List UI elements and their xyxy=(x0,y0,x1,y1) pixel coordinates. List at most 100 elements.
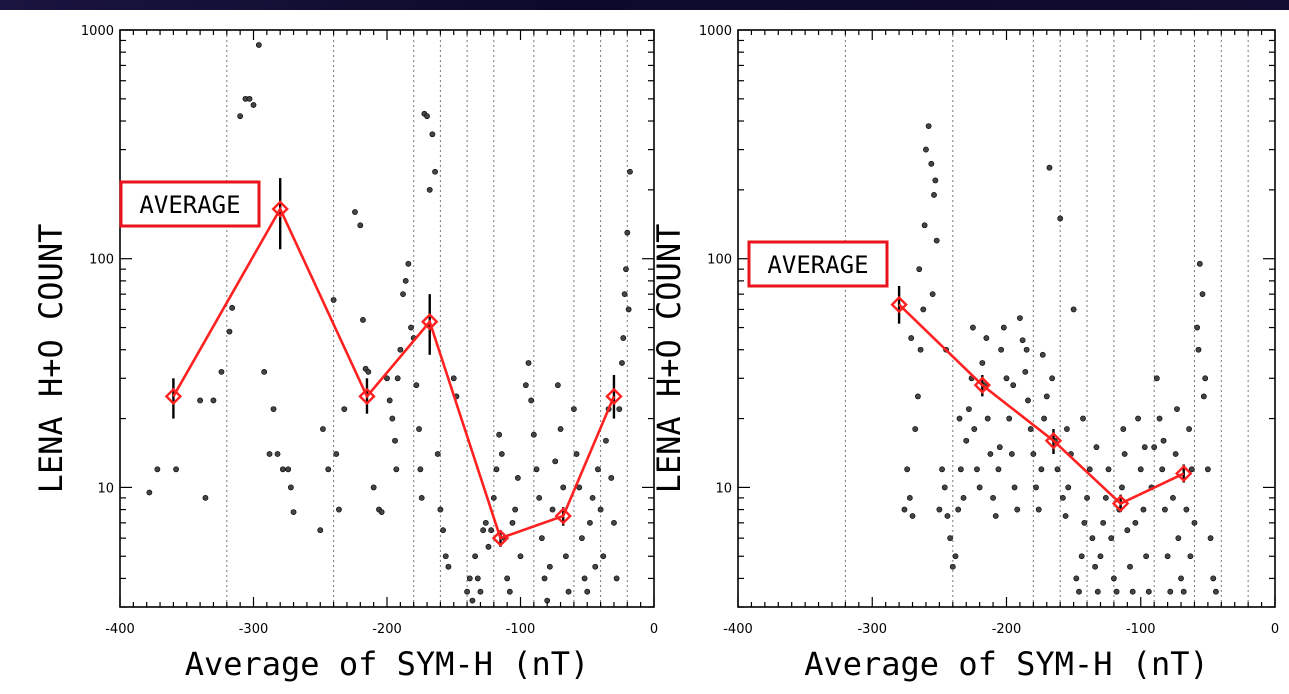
right-scatter-point xyxy=(1008,451,1015,457)
left-scatter-point xyxy=(394,375,401,382)
right-scatter-point xyxy=(932,177,939,184)
left-scatter-point xyxy=(490,494,497,501)
left-scatter-point xyxy=(202,494,209,501)
left-scatter-point xyxy=(506,588,513,595)
left-scatter-point xyxy=(370,484,377,491)
left-scatter-point xyxy=(197,397,203,404)
right-scatter-point xyxy=(1120,426,1127,432)
right-average-marker xyxy=(1044,432,1063,450)
left-scatter-point xyxy=(533,466,540,473)
right-scatter-point xyxy=(1199,291,1206,298)
left-x-axis-title: Average of SYM-H (nT) xyxy=(185,645,590,683)
left-scatter-point xyxy=(426,186,433,193)
right-scatter-point xyxy=(928,160,935,167)
left-scatter-point xyxy=(392,437,398,444)
right-scatter-point xyxy=(1164,553,1171,560)
left-scatter-point xyxy=(525,360,532,366)
right-scatter-point xyxy=(1194,324,1201,331)
right-average-marker xyxy=(1111,494,1130,513)
right-scatter-point xyxy=(908,335,915,341)
right-scatter-point xyxy=(1014,506,1021,513)
left-scatter-point xyxy=(274,451,281,457)
right-scatter-point xyxy=(1064,426,1070,432)
right-scatter-point xyxy=(917,346,924,353)
right-scatter-point xyxy=(1023,346,1030,353)
right-scatter-point xyxy=(1078,553,1085,560)
right-scatter-point xyxy=(1080,415,1086,422)
left-scatter-point xyxy=(440,527,446,534)
right-scatter-point xyxy=(1202,375,1209,382)
left-scatter-point xyxy=(352,209,358,215)
right-scatter-point xyxy=(916,266,923,273)
left-scatter-point xyxy=(565,588,572,595)
right-scatter-point xyxy=(987,451,994,457)
left-scatter-point xyxy=(325,466,332,473)
right-scatter-point xyxy=(974,466,980,473)
left-scatter-point xyxy=(442,553,449,560)
right-scatter-point xyxy=(1196,260,1203,267)
right-scatter-point xyxy=(1006,415,1013,422)
right-scatter-point xyxy=(1025,397,1031,404)
left-average-line xyxy=(172,206,616,540)
left-scatter-point xyxy=(266,451,273,457)
left-x-tick-label: -300 xyxy=(239,622,269,637)
right-y-tick-label: 10 xyxy=(715,481,732,496)
left-y-tick-label: 1000 xyxy=(81,24,114,39)
left-scatter-point xyxy=(623,266,629,273)
left-scatter-point xyxy=(397,346,404,353)
right-scatter-point xyxy=(1049,375,1056,382)
left-scatter-point xyxy=(571,406,577,412)
left-scatter-point xyxy=(579,535,585,542)
left-scatter-point xyxy=(472,553,479,560)
left-scatter-point xyxy=(627,168,633,175)
right-scatter-point xyxy=(1172,451,1179,457)
left-y-axis-title: LENA H+O COUNT xyxy=(32,224,70,494)
left-scatter-point xyxy=(378,509,385,515)
left-scatter-point xyxy=(365,368,372,375)
left-axes: -400 -300 -200 -100 0 10 100 1000 xyxy=(81,24,658,637)
right-scatter-point xyxy=(1207,535,1214,542)
right-scatter-point xyxy=(1174,406,1180,412)
right-scatter-point xyxy=(904,466,911,473)
right-scatter-point xyxy=(1054,466,1061,473)
left-scatter-point xyxy=(504,575,511,582)
left-y-tick-label: 10 xyxy=(97,481,114,496)
left-scatter-point xyxy=(357,222,364,229)
right-average-marker xyxy=(890,295,908,314)
right-y-axis-title: LENA H+O COUNT xyxy=(650,224,688,494)
left-scatter-point xyxy=(621,291,628,298)
right-scatter-point xyxy=(1119,484,1125,491)
left-scatter-point xyxy=(538,535,545,542)
left-scatter-point xyxy=(600,553,607,560)
right-scatter-point xyxy=(1046,164,1053,171)
right-scatter-point xyxy=(995,466,1002,473)
right-scatter-point xyxy=(1073,575,1080,582)
left-scatter-point xyxy=(620,335,627,341)
right-scatter-point xyxy=(1153,375,1160,382)
left-scatter-point xyxy=(320,426,326,432)
right-scatter-point xyxy=(1081,519,1088,526)
left-scatter-point xyxy=(522,382,529,389)
right-average-marker xyxy=(1175,464,1193,483)
right-scatter-point xyxy=(914,393,921,400)
right-x-tick-label: -100 xyxy=(1126,622,1156,637)
left-scatter-point xyxy=(255,42,262,48)
right-scatter-point xyxy=(909,513,916,519)
left-scatter-point xyxy=(562,553,569,560)
right-scatter-point xyxy=(1100,519,1107,526)
right-x-tick-label: -400 xyxy=(723,622,753,637)
left-scatter-point xyxy=(287,484,294,491)
right-scatter-point xyxy=(912,426,919,432)
left-scatter-point xyxy=(477,588,484,595)
right-scatter-point xyxy=(952,553,959,560)
left-average-marker xyxy=(421,313,439,331)
left-average-label-box xyxy=(119,180,261,228)
right-scatter-point xyxy=(979,360,986,366)
right-scatter-point xyxy=(1086,466,1093,473)
left-scatter-point xyxy=(557,426,564,432)
left-scatter-point xyxy=(450,375,457,382)
right-scatter-point xyxy=(941,484,948,491)
right-scatter-point xyxy=(957,466,964,473)
right-scatter-point xyxy=(1010,382,1017,389)
